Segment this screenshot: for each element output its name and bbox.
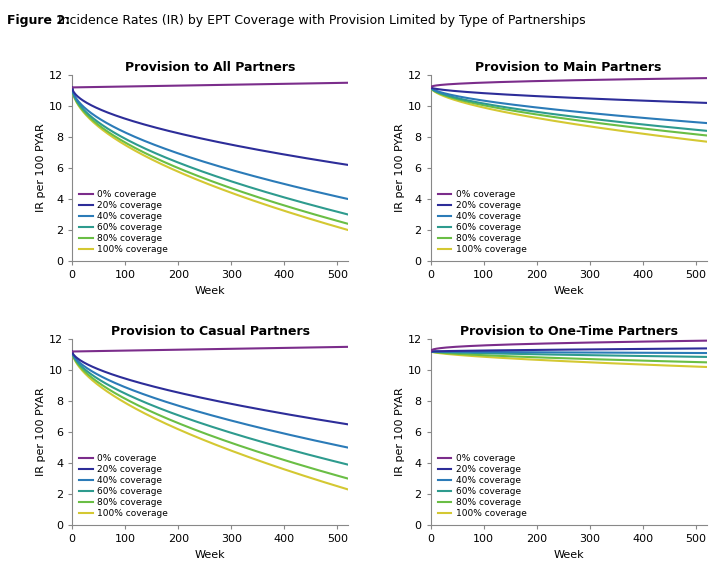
Y-axis label: IR per 100 PYAR: IR per 100 PYAR — [36, 388, 46, 477]
Title: Provision to Casual Partners: Provision to Casual Partners — [110, 325, 309, 338]
Legend: 0% coverage, 20% coverage, 40% coverage, 60% coverage, 80% coverage, 100% covera: 0% coverage, 20% coverage, 40% coverage,… — [76, 451, 171, 520]
X-axis label: Week: Week — [553, 550, 584, 560]
Legend: 0% coverage, 20% coverage, 40% coverage, 60% coverage, 80% coverage, 100% covera: 0% coverage, 20% coverage, 40% coverage,… — [76, 187, 171, 256]
Title: Provision to One-Time Partners: Provision to One-Time Partners — [460, 325, 678, 338]
X-axis label: Week: Week — [195, 286, 226, 295]
Legend: 0% coverage, 20% coverage, 40% coverage, 60% coverage, 80% coverage, 100% covera: 0% coverage, 20% coverage, 40% coverage,… — [435, 451, 530, 520]
Legend: 0% coverage, 20% coverage, 40% coverage, 60% coverage, 80% coverage, 100% covera: 0% coverage, 20% coverage, 40% coverage,… — [435, 187, 530, 256]
Text: Incidence Rates (IR) by EPT Coverage with Provision Limited by Type of Partnersh: Incidence Rates (IR) by EPT Coverage wit… — [54, 14, 585, 28]
Text: Figure 2:: Figure 2: — [7, 14, 71, 28]
X-axis label: Week: Week — [195, 550, 226, 560]
Y-axis label: IR per 100 PYAR: IR per 100 PYAR — [395, 388, 404, 477]
Y-axis label: IR per 100 PYAR: IR per 100 PYAR — [36, 123, 46, 212]
Title: Provision to Main Partners: Provision to Main Partners — [475, 61, 662, 74]
Title: Provision to All Partners: Provision to All Partners — [125, 61, 295, 74]
X-axis label: Week: Week — [553, 286, 584, 295]
Y-axis label: IR per 100 PYAR: IR per 100 PYAR — [395, 123, 404, 212]
